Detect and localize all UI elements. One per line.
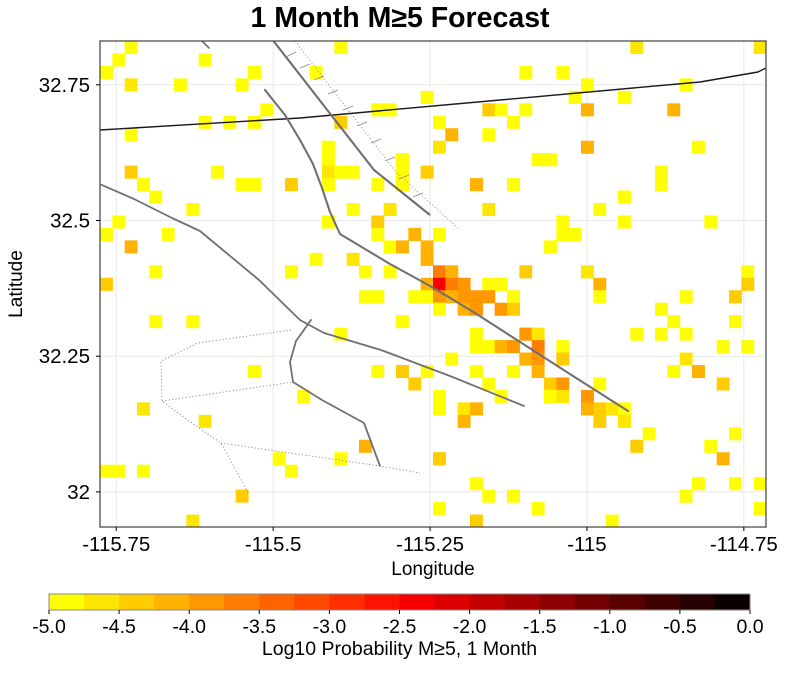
- svg-text:-3.0: -3.0: [313, 616, 347, 638]
- svg-text:1 Month M≥5 Forecast: 1 Month M≥5 Forecast: [250, 2, 550, 34]
- svg-text:0.0: 0.0: [736, 616, 763, 638]
- svg-text:Longitude: Longitude: [391, 559, 474, 580]
- svg-text:Log10 Probability M≥5, 1 Month: Log10 Probability M≥5, 1 Month: [262, 638, 537, 660]
- svg-text:-115.5: -115.5: [245, 533, 302, 556]
- svg-text:-114.75: -114.75: [710, 533, 778, 556]
- svg-text:32.25: 32.25: [39, 345, 90, 368]
- svg-text:-2.5: -2.5: [383, 616, 417, 638]
- svg-text:-115.25: -115.25: [396, 533, 464, 556]
- svg-text:-5.0: -5.0: [32, 616, 66, 638]
- svg-text:Latitude: Latitude: [6, 250, 27, 318]
- svg-text:32: 32: [67, 481, 90, 504]
- svg-text:-3.5: -3.5: [242, 616, 276, 638]
- svg-text:-4.0: -4.0: [172, 616, 206, 638]
- svg-text:-115: -115: [567, 533, 607, 556]
- svg-text:-1.5: -1.5: [523, 616, 557, 638]
- svg-text:32.5: 32.5: [50, 210, 90, 233]
- svg-text:32.75: 32.75: [39, 74, 90, 97]
- svg-text:-4.5: -4.5: [102, 616, 136, 638]
- svg-text:-2.0: -2.0: [453, 616, 487, 638]
- svg-text:-1.0: -1.0: [593, 616, 627, 638]
- svg-text:-0.5: -0.5: [663, 616, 697, 638]
- svg-text:-115.75: -115.75: [82, 533, 150, 556]
